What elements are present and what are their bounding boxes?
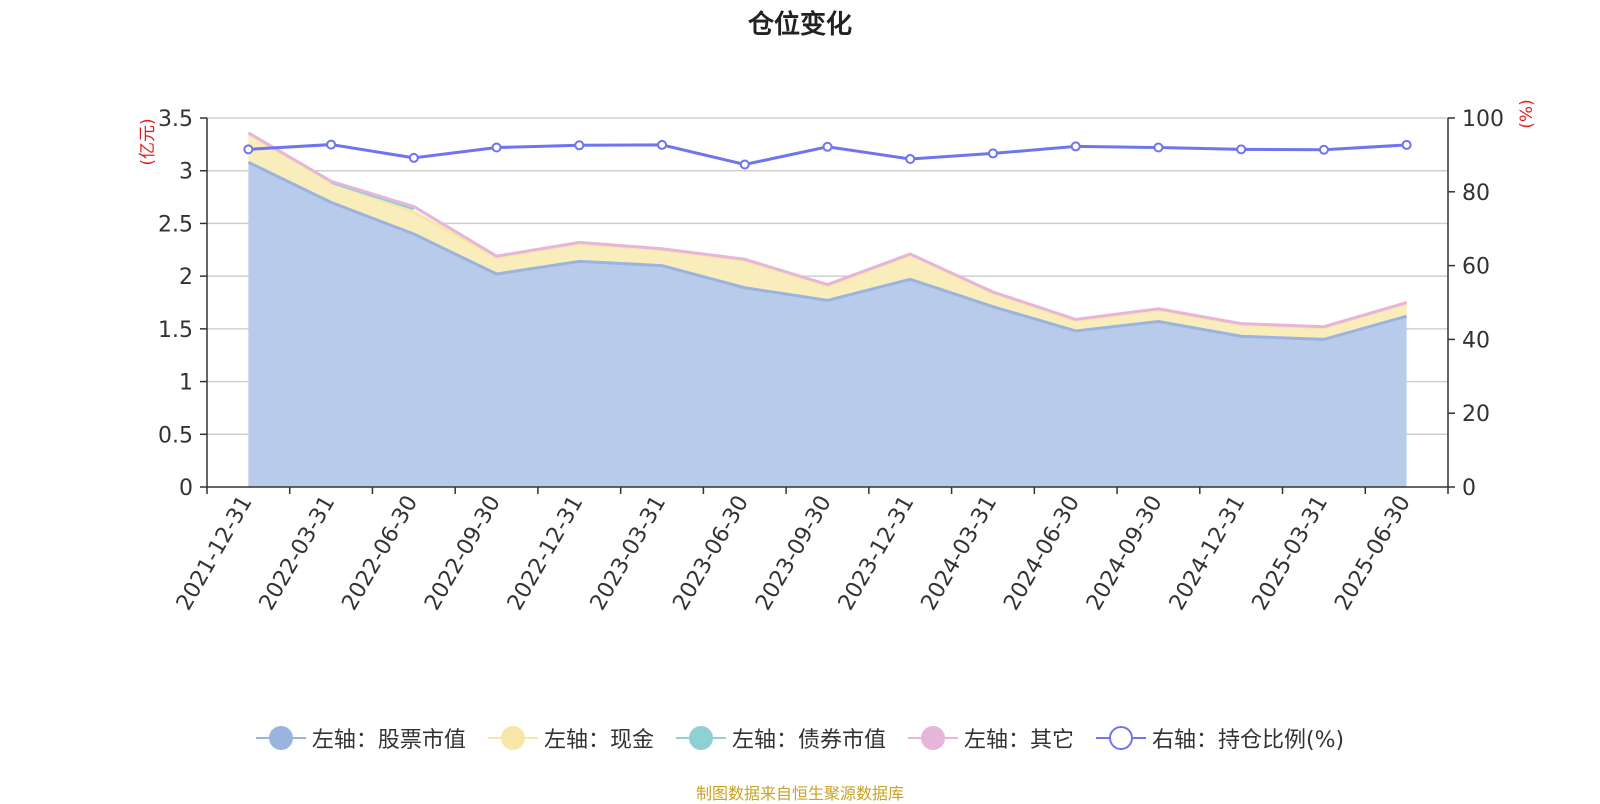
ratio-point	[1401, 139, 1412, 150]
right-tick-label: 20	[1462, 402, 1490, 427]
x-tick-label: 2024-03-31	[917, 492, 1003, 615]
legend-marker-icon	[255, 726, 306, 750]
x-tick-label: 2023-09-30	[751, 492, 837, 615]
legend-label: 左轴：其它	[963, 728, 1074, 753]
ratio-point	[1070, 141, 1081, 152]
x-tick-label: 2023-12-31	[834, 492, 920, 615]
ratio-point	[822, 141, 833, 152]
legend-item[interactable]: 左轴：债券市值	[675, 722, 886, 754]
legend-marker-icon	[907, 726, 958, 750]
x-tick-label: 2024-09-30	[1082, 492, 1168, 615]
legend-marker-icon	[1095, 726, 1146, 750]
legend-item[interactable]: 左轴：其它	[907, 722, 1074, 754]
left-tick-label: 3	[179, 160, 193, 185]
legend-item[interactable]: 右轴：持仓比例(%)	[1095, 722, 1345, 754]
x-tick-label: 2024-06-30	[999, 492, 1085, 615]
ratio-points	[243, 139, 1412, 170]
ratio-point	[987, 148, 998, 159]
x-tick-label: 2025-06-30	[1330, 492, 1416, 615]
left-tick-label: 1	[179, 371, 193, 396]
stacked-areas	[248, 132, 1407, 487]
ratio-point	[1153, 142, 1164, 153]
x-tick-label: 2022-06-30	[337, 492, 423, 615]
ratio-point	[1318, 144, 1329, 155]
legend-label: 左轴：股票市值	[311, 728, 466, 753]
legend-item[interactable]: 左轴：股票市值	[255, 722, 466, 754]
ratio-point	[657, 139, 668, 150]
ratio-point	[408, 152, 419, 163]
x-tick-label: 2023-03-31	[586, 492, 672, 615]
legend-label: 右轴：持仓比例(%)	[1151, 728, 1345, 753]
x-tick-label: 2024-12-31	[1165, 492, 1251, 615]
legend-marker-icon	[675, 726, 726, 750]
left-tick-label: 2.5	[158, 212, 193, 237]
x-tick-label: 2023-06-30	[668, 492, 754, 615]
legend-label: 左轴：债券市值	[731, 728, 886, 753]
legend-label: 左轴：现金	[543, 728, 654, 753]
chart-legend: 左轴：股票市值 左轴：现金 左轴：债券市值 左轴：其它 右轴：持仓比例(%)	[0, 722, 1600, 754]
series-line-1	[247, 160, 1408, 341]
x-tick-label: 2022-03-31	[255, 492, 341, 615]
left-tick-label: 2	[179, 265, 193, 290]
right-axis-unit: (%)	[1517, 99, 1537, 128]
left-tick-label: 0	[179, 476, 193, 501]
right-tick-label: 0	[1462, 476, 1476, 501]
series-line-4	[247, 131, 1408, 329]
data-source-note: 制图数据来自恒生聚源数据库	[695, 784, 904, 803]
ratio-point	[243, 144, 254, 155]
area-2	[248, 133, 1407, 340]
right-tick-label: 60	[1462, 255, 1490, 280]
left-tick-label: 1.5	[158, 318, 193, 343]
right-tick-label: 100	[1462, 107, 1504, 132]
x-tick-label: 2025-03-31	[1248, 492, 1334, 615]
left-tick-label: 3.5	[158, 107, 193, 132]
ratio-point	[574, 140, 585, 151]
right-tick-label: 40	[1462, 328, 1490, 353]
chart-title: 仓位变化	[747, 10, 852, 40]
ratio-point	[1236, 144, 1247, 155]
left-tick-label: 0.5	[158, 423, 193, 448]
ratio-point	[905, 153, 916, 164]
ratio-point	[739, 159, 750, 170]
x-tick-label: 2021-12-31	[172, 492, 258, 615]
x-tick-label: 2022-12-31	[503, 492, 589, 615]
left-axis-unit: (亿元)	[138, 118, 158, 165]
ratio-point	[326, 139, 337, 150]
area-1	[248, 162, 1407, 487]
legend-item[interactable]: 左轴：现金	[487, 722, 654, 754]
ratio-point	[491, 142, 502, 153]
right-tick-label: 80	[1462, 181, 1490, 206]
legend-marker-icon	[487, 726, 538, 750]
x-tick-label: 2022-09-30	[420, 491, 506, 614]
